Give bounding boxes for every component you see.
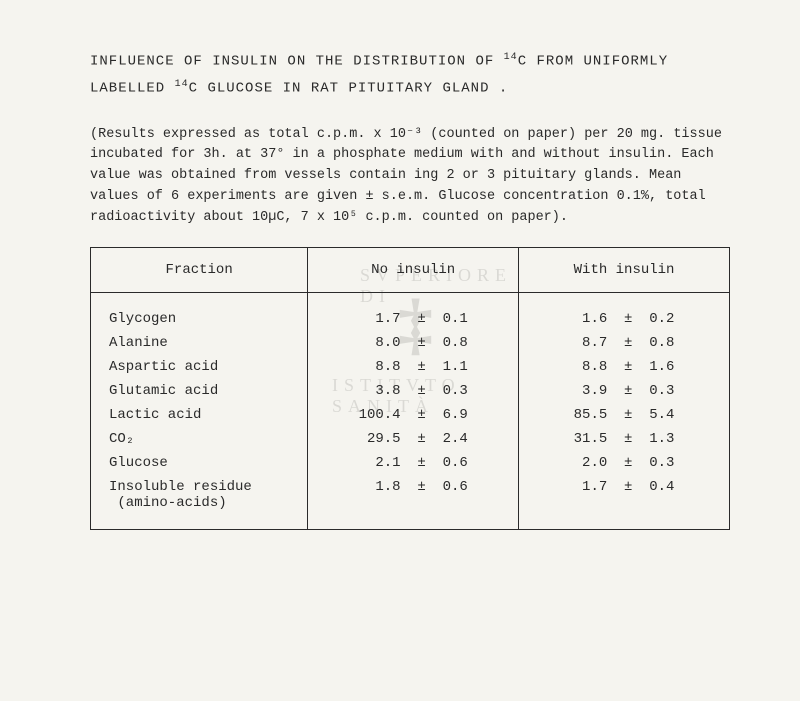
with-insulin-cell: 31.5 ± 1.3 bbox=[519, 427, 730, 451]
title-sup: 14 bbox=[175, 79, 189, 90]
no-insulin-cell: 8.8 ± 1.1 bbox=[308, 355, 519, 379]
with-insulin-cell: 85.5 ± 5.4 bbox=[519, 403, 730, 427]
with-insulin-cell: 1.6 ± 0.2 bbox=[519, 293, 730, 332]
col-header-fraction: Fraction bbox=[91, 248, 308, 293]
with-insulin-cell: 8.7 ± 0.8 bbox=[519, 331, 730, 355]
fraction-cell: Lactic acid bbox=[91, 403, 308, 427]
no-insulin-cell: 29.5 ± 2.4 bbox=[308, 427, 519, 451]
fraction-cell: Glucose bbox=[91, 451, 308, 475]
document-title: INFLUENCE OF INSULIN ON THE DISTRIBUTION… bbox=[90, 48, 730, 103]
col-header-no-insulin: No insulin bbox=[308, 248, 519, 293]
col-header-with-insulin: With insulin bbox=[519, 248, 730, 293]
title-text: INFLUENCE OF INSULIN ON THE DISTRIBUTION… bbox=[90, 54, 504, 70]
with-insulin-cell: 2.0 ± 0.3 bbox=[519, 451, 730, 475]
title-sup: 14 bbox=[504, 52, 518, 63]
with-insulin-cell: 1.7 ± 0.4 bbox=[519, 475, 730, 530]
no-insulin-cell: 100.4 ± 6.9 bbox=[308, 403, 519, 427]
title-text: C GLUCOSE IN RAT PITUITARY GLAND . bbox=[189, 81, 509, 97]
no-insulin-cell: 8.0 ± 0.8 bbox=[308, 331, 519, 355]
no-insulin-cell: 1.7 ± 0.1 bbox=[308, 293, 519, 332]
fraction-cell: Insoluble residue (amino-acids) bbox=[91, 475, 308, 530]
with-insulin-cell: 8.8 ± 1.6 bbox=[519, 355, 730, 379]
no-insulin-cell: 2.1 ± 0.6 bbox=[308, 451, 519, 475]
caption-text: (Results expressed as total c.p.m. x 10⁻… bbox=[90, 125, 730, 230]
fraction-cell: Glycogen bbox=[91, 293, 308, 332]
with-insulin-cell: 3.9 ± 0.3 bbox=[519, 379, 730, 403]
fraction-cell: CO₂ bbox=[91, 427, 308, 451]
no-insulin-cell: 1.8 ± 0.6 bbox=[308, 475, 519, 530]
data-table: Fraction No insulin With insulin Glycoge… bbox=[90, 247, 730, 530]
fraction-cell: Glutamic acid bbox=[91, 379, 308, 403]
fraction-cell: Aspartic acid bbox=[91, 355, 308, 379]
no-insulin-cell: 3.8 ± 0.3 bbox=[308, 379, 519, 403]
title-text: C FROM UNIFORMLY bbox=[518, 54, 668, 70]
fraction-cell: Alanine bbox=[91, 331, 308, 355]
title-text: LABELLED bbox=[90, 81, 175, 97]
